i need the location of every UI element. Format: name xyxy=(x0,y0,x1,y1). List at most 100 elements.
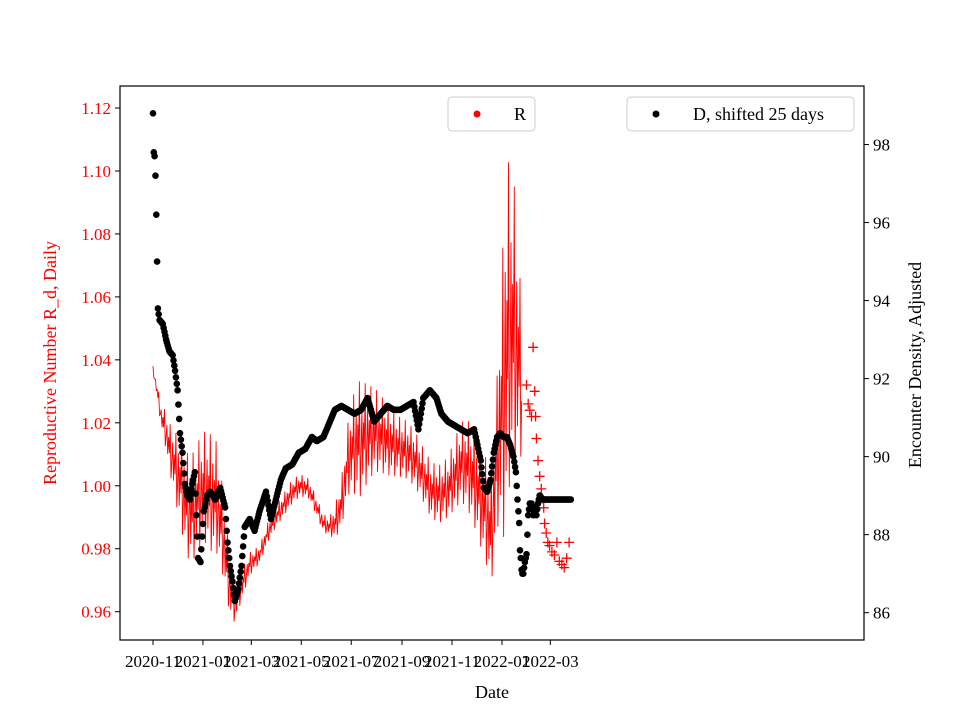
x-tick-label: 2021-11 xyxy=(424,652,480,671)
d-point xyxy=(198,546,205,553)
r-point-marker xyxy=(549,550,560,560)
y-axis-right-ticks: 86 88 90 92 94 96 98 xyxy=(864,136,891,623)
y2-tick-label: 88 xyxy=(873,526,890,545)
y2-tick-label: 96 xyxy=(873,214,890,233)
d-point xyxy=(512,468,520,476)
d-point xyxy=(523,550,530,558)
r-point-marker xyxy=(538,502,549,513)
y-tick-label: 0.98 xyxy=(81,540,111,559)
r-point-marker xyxy=(531,433,542,444)
d-point xyxy=(180,459,187,467)
y-axis-left-label: Reproductive Number R_d, Daily xyxy=(40,241,60,485)
d-point xyxy=(228,573,235,580)
r-point-marker xyxy=(541,528,552,538)
d-point xyxy=(153,258,161,265)
x-tick-label: 2021-03 xyxy=(223,652,280,671)
x-tick-label: 2020-11 xyxy=(125,652,181,671)
r-point-marker xyxy=(534,471,545,482)
r-series xyxy=(152,162,575,622)
y-tick-label: 1.00 xyxy=(81,477,111,496)
y-tick-label: 1.02 xyxy=(81,414,111,433)
d-point xyxy=(513,482,520,490)
r-point-marker xyxy=(539,518,550,529)
d-point xyxy=(237,568,244,575)
d-point xyxy=(155,310,162,318)
d-point xyxy=(239,543,247,550)
d-point xyxy=(418,405,426,412)
d-point xyxy=(175,415,183,423)
y-tick-label: 1.12 xyxy=(81,99,111,118)
legend-r-label: R xyxy=(514,104,526,124)
r-point-marker xyxy=(530,411,541,422)
d-point xyxy=(187,491,194,498)
d-point xyxy=(226,562,234,570)
r-point-marker xyxy=(521,380,532,390)
x-axis-ticks: 2020-112021-012021-032021-052021-072021-… xyxy=(125,640,579,671)
r-point-marker xyxy=(529,386,540,397)
d-point xyxy=(176,429,184,437)
d-point xyxy=(229,578,236,585)
d-point xyxy=(515,519,523,527)
d-point xyxy=(478,464,485,471)
legend-d-label: D, shifted 25 days xyxy=(693,104,824,124)
y2-tick-label: 92 xyxy=(873,370,890,389)
y2-tick-label: 86 xyxy=(873,604,890,623)
d-point xyxy=(511,463,519,471)
x-tick-label: 2021-05 xyxy=(273,652,330,671)
x-tick-label: 2021-01 xyxy=(175,652,232,671)
d-point xyxy=(172,374,180,381)
legend-d-box xyxy=(626,96,855,132)
d-point xyxy=(177,436,185,444)
d-point xyxy=(234,586,242,593)
d-point xyxy=(524,531,531,538)
d-point xyxy=(487,476,494,484)
d-point xyxy=(415,426,422,433)
r-point-marker xyxy=(524,405,535,416)
r-point-marker xyxy=(564,537,575,548)
d-point xyxy=(238,562,245,570)
d-point xyxy=(180,470,188,477)
d-point xyxy=(171,367,179,375)
d-point xyxy=(479,477,487,485)
d-point xyxy=(224,539,231,546)
d-point xyxy=(416,415,424,423)
d-point xyxy=(171,362,178,369)
d-point xyxy=(479,470,486,478)
legend-d: D, shifted 25 days xyxy=(626,96,855,132)
d-point xyxy=(153,211,160,218)
d-point xyxy=(188,485,195,493)
y-axis-left-ticks: 0.96 0.98 1.00 1.02 1.04 1.06 1.08 1.10 1.12 xyxy=(81,99,120,622)
d-point xyxy=(193,533,201,540)
d-point xyxy=(488,469,495,477)
d-point xyxy=(221,504,229,511)
d-point xyxy=(186,496,194,503)
legend-r-box xyxy=(447,96,536,132)
plot-frame xyxy=(119,85,865,641)
d-point xyxy=(191,468,199,476)
legend-r: R xyxy=(447,96,536,132)
d-point xyxy=(419,400,426,407)
r-point-marker xyxy=(523,398,534,409)
d-series xyxy=(149,110,575,605)
y2-tick-label: 98 xyxy=(873,136,890,155)
d-point xyxy=(175,401,182,408)
d-point xyxy=(520,564,528,572)
d-point xyxy=(236,574,244,581)
d-point xyxy=(239,552,246,560)
d-point xyxy=(223,527,230,535)
d-point xyxy=(515,508,522,515)
d-point xyxy=(533,511,540,519)
r-point-marker xyxy=(551,537,562,548)
d-point xyxy=(222,515,230,523)
d-point xyxy=(235,580,243,587)
d-point xyxy=(179,449,186,457)
d-point xyxy=(170,357,177,364)
x-tick-label: 2021-09 xyxy=(374,652,431,671)
d-point xyxy=(149,110,157,117)
x-axis-label: Date xyxy=(475,682,509,702)
d-point xyxy=(225,554,233,562)
y-tick-label: 1.04 xyxy=(81,351,111,370)
r-point-marker xyxy=(533,455,543,466)
d-point xyxy=(511,458,518,466)
d-point xyxy=(199,520,207,528)
